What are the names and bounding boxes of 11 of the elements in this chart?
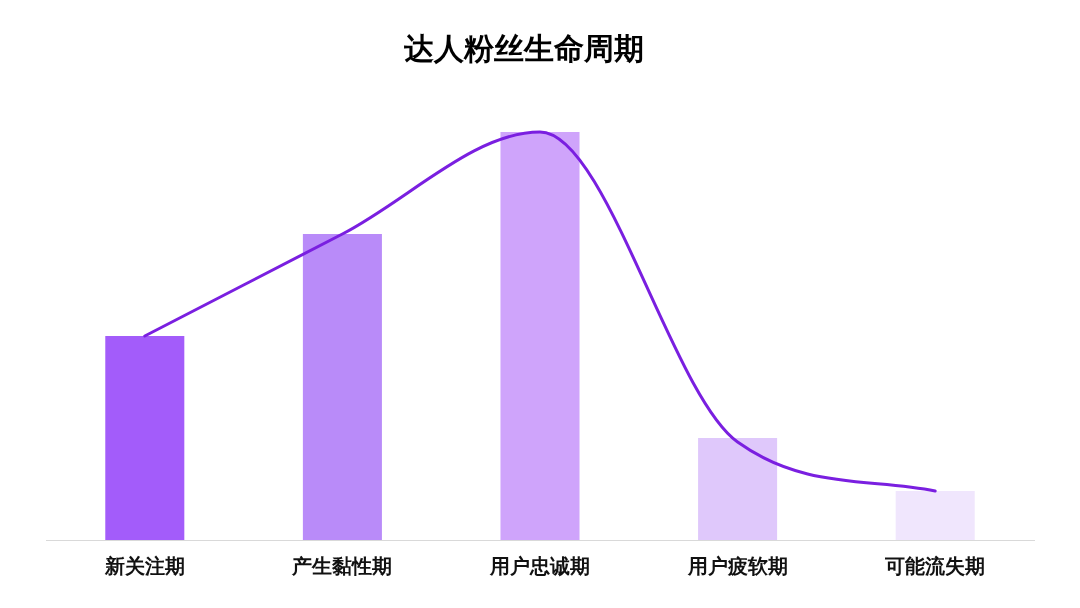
- bar: [500, 132, 580, 540]
- x-tick-label: 用户忠诚期: [489, 554, 590, 579]
- chart-title: 达人粉丝生命周期: [403, 31, 645, 66]
- x-tick-label: 用户疲软期: [686, 554, 788, 579]
- x-tick-label: 产生黏性期: [291, 554, 393, 579]
- bar: [698, 438, 778, 540]
- bar: [895, 491, 975, 540]
- x-tick-label: 可能流失期: [884, 554, 986, 579]
- x-tick-label: 新关注期: [103, 554, 185, 579]
- bar: [105, 336, 185, 540]
- bar: [302, 234, 382, 540]
